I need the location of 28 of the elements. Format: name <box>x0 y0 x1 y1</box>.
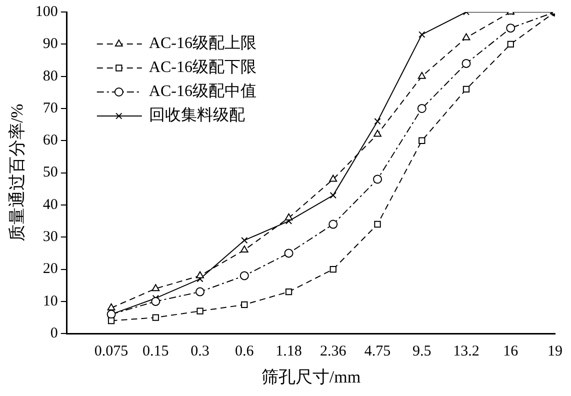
y-tick-label: 30 <box>42 229 58 246</box>
y-tick-label: 50 <box>42 164 58 181</box>
x-tick-label: 13.2 <box>453 344 480 360</box>
x-tick-label: 4.75 <box>364 344 391 360</box>
x-tick-label: 1.18 <box>276 344 302 360</box>
x-tick-label: 2.36 <box>320 344 347 360</box>
legend-label: AC-16级配下限 <box>148 59 256 76</box>
legend-label: AC-16级配上限 <box>148 34 256 52</box>
x-tick-label: 19 <box>548 344 562 360</box>
x-tick-label: 16 <box>503 344 519 360</box>
y-tick-label: 100 <box>35 4 58 20</box>
x-tick-label: 0.075 <box>94 344 128 360</box>
legend-label: 回收集料级配 <box>148 106 245 124</box>
x-axis-title: 筛孔尺寸/mm <box>261 367 361 386</box>
y-tick-label: 90 <box>42 36 58 52</box>
y-tick-label: 60 <box>42 132 58 149</box>
y-tick-label: 20 <box>42 261 58 278</box>
x-tick-label: 9.5 <box>412 344 432 360</box>
y-tick-label: 80 <box>42 68 58 84</box>
y-tick-label: 40 <box>42 196 58 213</box>
x-tick-label: 0.3 <box>190 344 210 360</box>
x-tick-label: 0.6 <box>235 344 254 360</box>
y-tick-label: 0 <box>50 326 58 342</box>
y-tick-label: 10 <box>42 293 58 310</box>
legend-label: AC-16级配中值 <box>148 82 256 100</box>
x-tick-label: 0.15 <box>142 344 169 360</box>
y-tick-label: 70 <box>42 100 58 116</box>
y-axis-title: 质量通过百分率/% <box>8 104 27 242</box>
